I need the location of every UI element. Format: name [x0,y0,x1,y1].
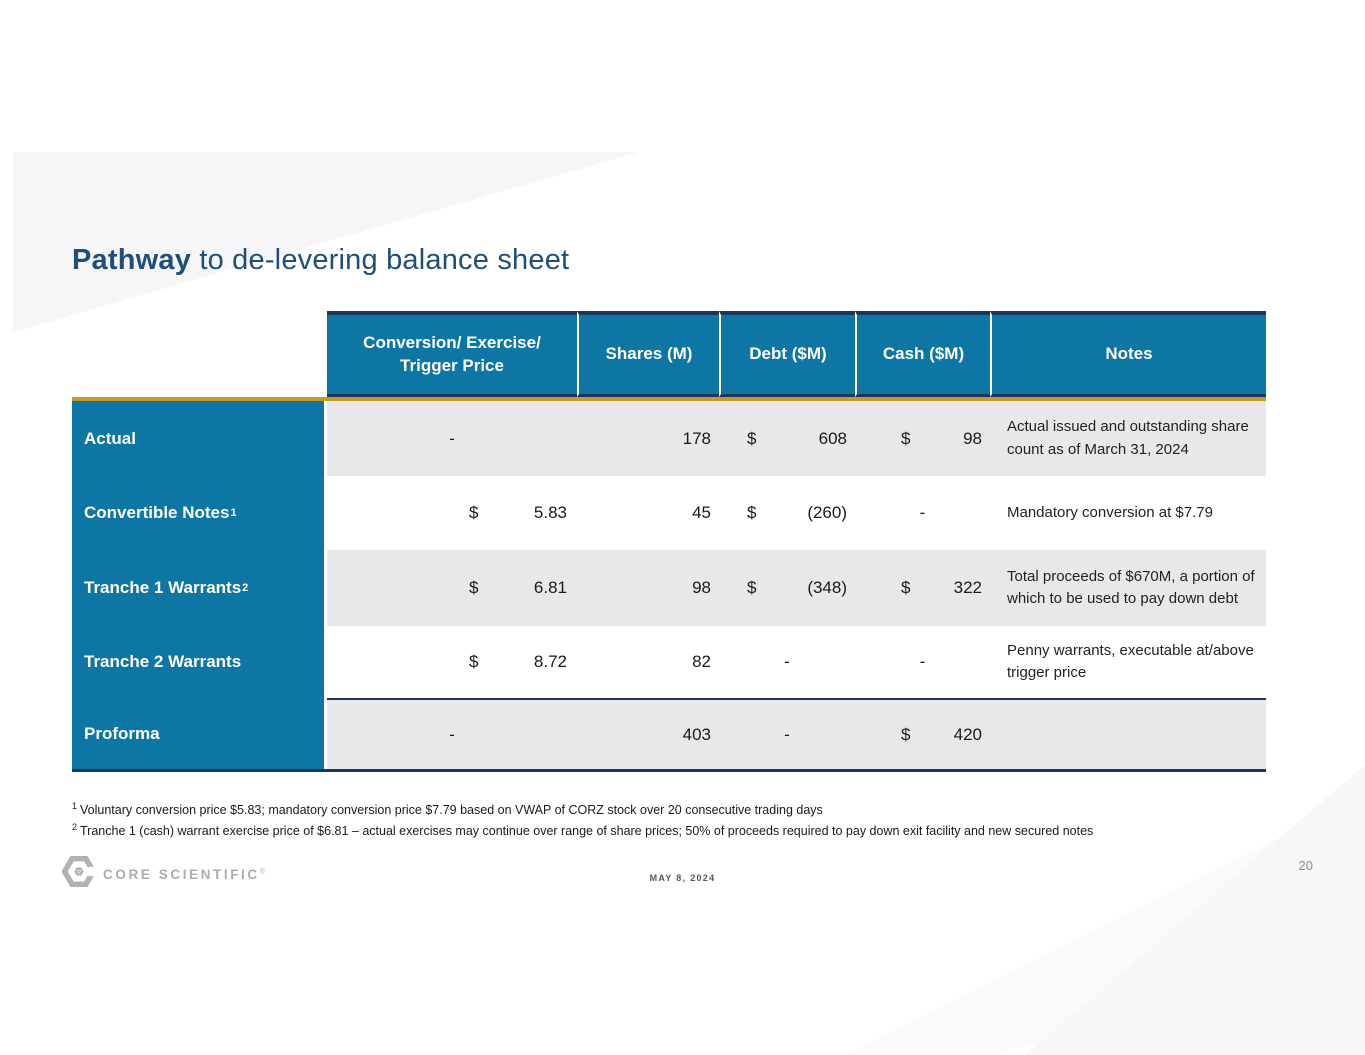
cell-shares: 403 [577,698,719,769]
column-header-conversion-price: Conversion/ Exercise/ Trigger Price [327,311,577,397]
column-header-notes: Notes [990,311,1266,397]
cell-conversion-price: - [327,698,577,769]
table-row-proforma: Proforma - 403 - $420 [72,698,1266,772]
table-row-tranche-1-warrants: Tranche 1 Warrants 2 $6.81 98 $ (348) $322… [72,550,1266,626]
cell-conversion-price: - [449,428,455,448]
cell-cash: $322 [901,578,982,597]
cell-shares: 82 [692,652,711,671]
footnote-2: 2 Tranche 1 (cash) warrant exercise price… [72,821,1094,838]
footnote-1: 1 Voluntary conversion price $5.83; manda… [72,801,823,818]
cell-cash: $98 [901,428,982,448]
page-number: 20 [1298,858,1313,873]
core-scientific-logo: CORE SCIENTIFIC® [61,855,265,892]
cell-shares: 45 [692,503,711,522]
page-title-lead: Pathway [72,244,192,276]
balance-sheet-table: Conversion/ Exercise/ Trigger Price Shar… [72,311,1266,772]
column-header-debt: Debt ($M) [719,311,855,397]
cell-debt: $ (348) [747,578,847,597]
cell-cash: - [919,652,926,671]
cell-conversion-price: $8.72 [469,652,567,671]
background-shape-top-left [13,152,638,332]
cell-cash: - [919,503,926,522]
cell-notes: Penny warrants, executable at/above trig… [1007,641,1254,682]
table-row-tranche-2-warrants: Tranche 2 Warrants $8.72 82 - - Penny wa… [72,626,1266,698]
table-header-corner [72,311,327,397]
table-row-actual: Actual - 178 $608 $98 Actual issued and … [72,401,1266,476]
cell-notes: Actual issued and outstanding share coun… [1007,418,1249,458]
row-label: Actual [72,401,327,476]
cell-notes: Total proceeds of $670M, a portion of wh… [1007,567,1255,608]
cell-notes [990,698,1266,769]
cell-conversion-price: $6.81 [469,578,567,597]
cell-debt: - [784,652,790,671]
cell-debt: - [719,698,855,769]
page-title: Pathway to de-levering balance sheet [72,244,569,277]
row-label: Proforma [72,698,327,769]
row-label: Tranche 2 Warrants [72,626,327,698]
row-label: Convertible Notes 1 [72,476,327,550]
cell-shares: 178 [682,428,711,448]
row-label: Tranche 1 Warrants 2 [72,550,327,626]
cell-shares: 98 [692,578,711,597]
column-header-cash: Cash ($M) [855,311,990,397]
page-title-rest: to de-levering balance sheet [191,244,570,276]
cell-debt: $608 [747,428,847,448]
cell-cash: $420 [855,698,990,769]
cell-conversion-price: $5.83 [469,503,567,522]
footnotes: 1 Voluntary conversion price $5.83; manda… [72,800,1312,841]
cell-debt: $ (260) [747,503,847,522]
gold-divider-line [72,397,1266,401]
footer-date: MAY 8, 2024 [649,873,716,883]
core-scientific-hexagon-icon [61,855,97,892]
logo-wordmark: CORE SCIENTIFIC® [103,866,265,882]
table-header-row: Conversion/ Exercise/ Trigger Price Shar… [72,311,1266,397]
table-row-convertible-notes: Convertible Notes 1 $5.83 45 $ (260) - Man… [72,476,1266,550]
cell-notes: Mandatory conversion at $7.79 [1007,503,1213,521]
column-header-shares: Shares (M) [577,311,719,397]
